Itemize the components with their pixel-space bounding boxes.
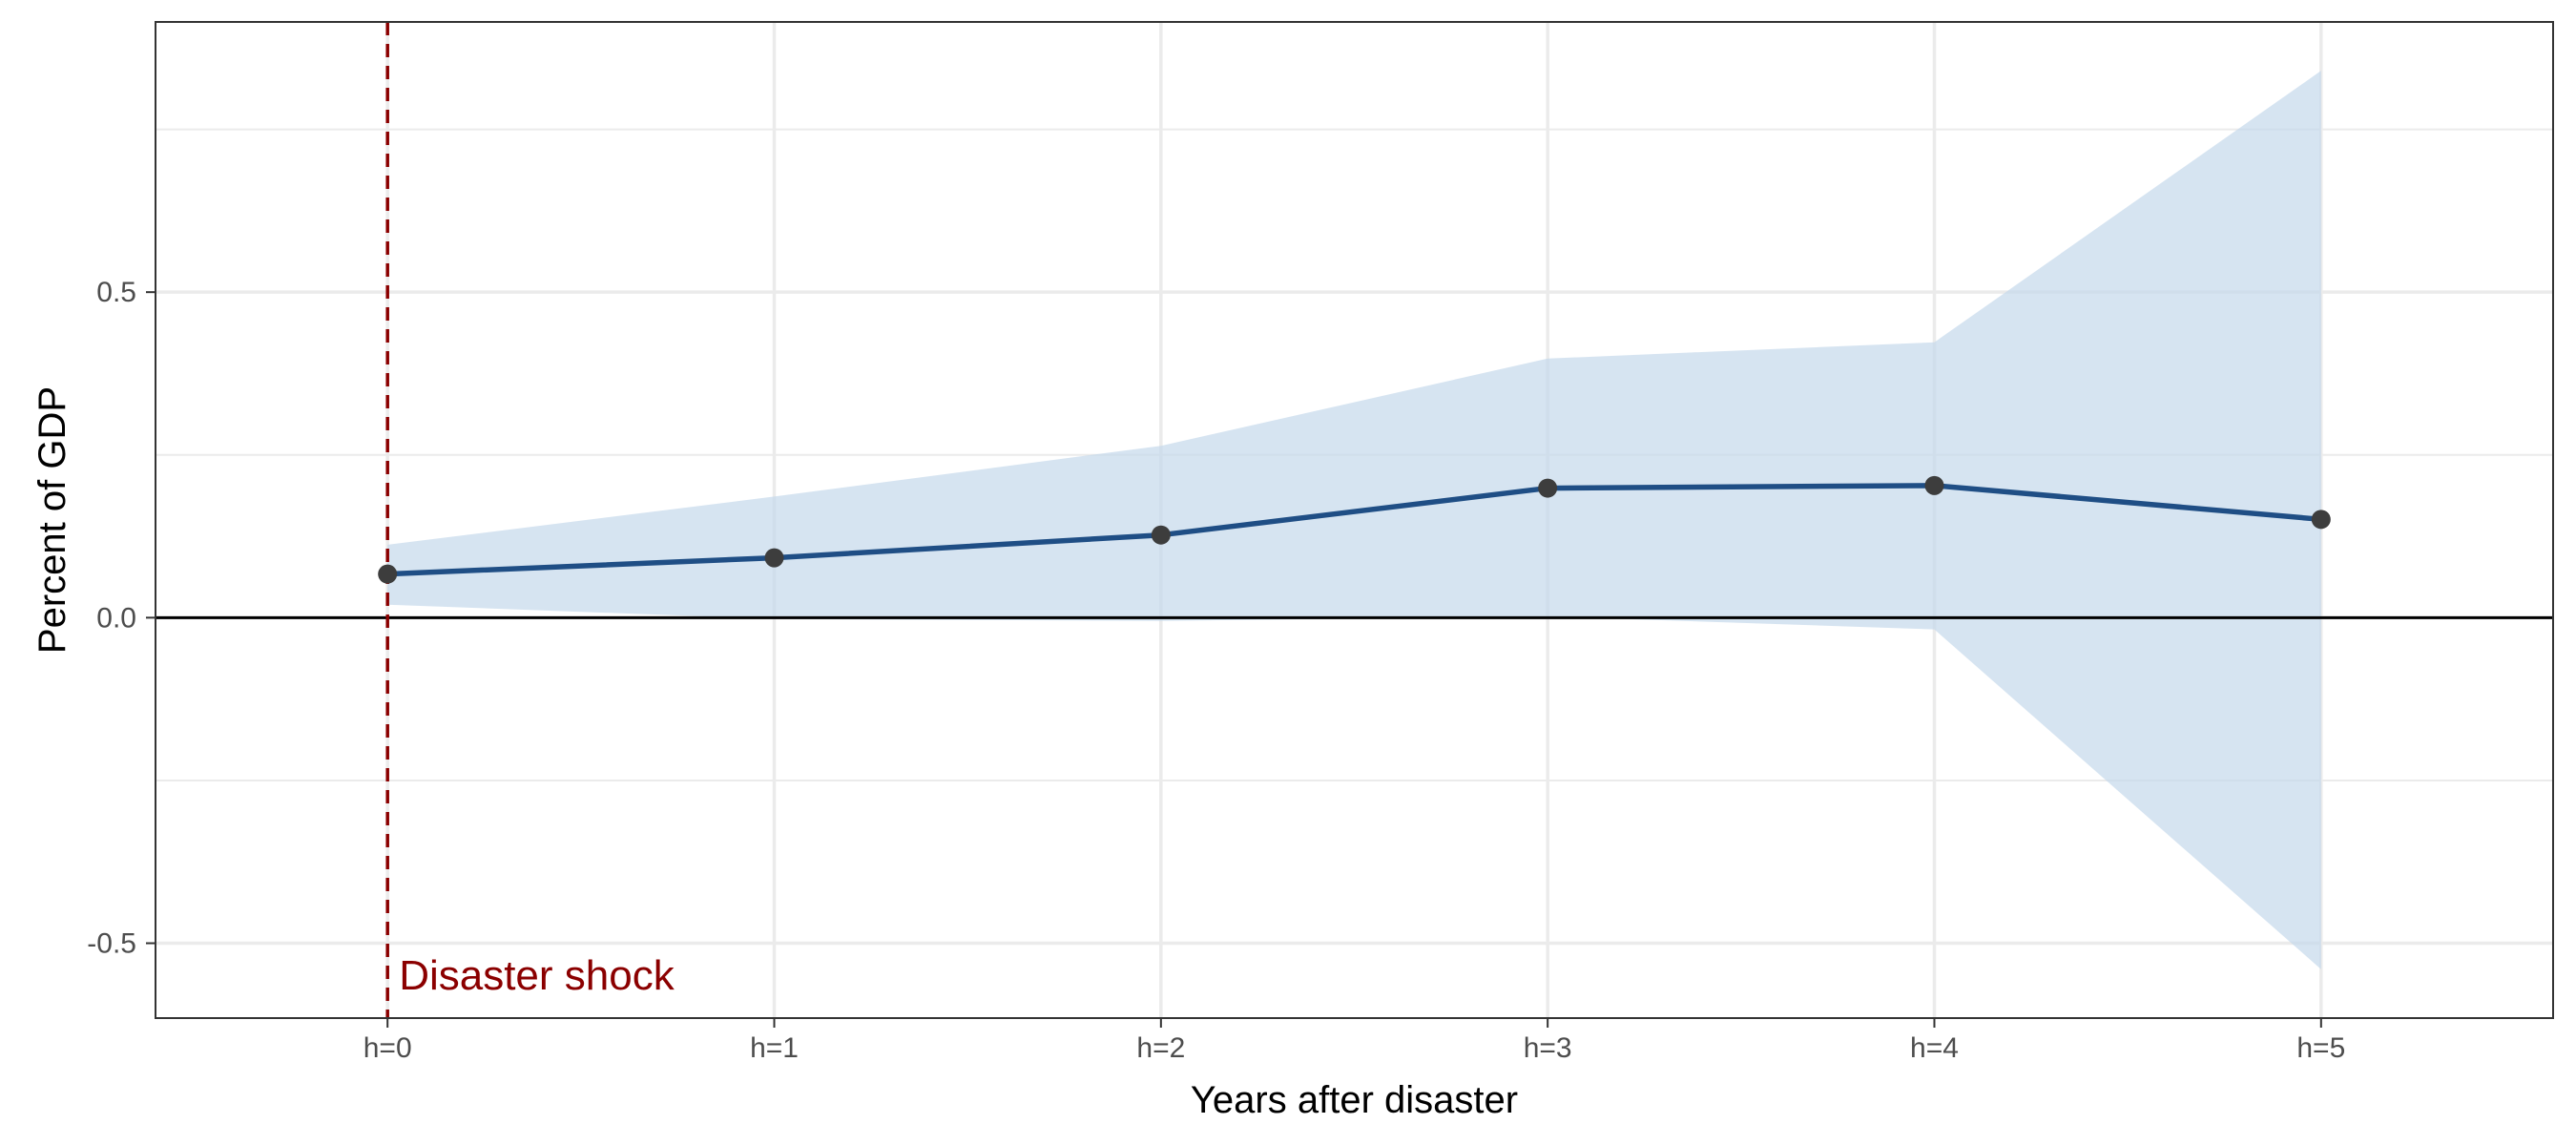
y-tick-label-1: 0.0 <box>96 602 136 634</box>
data-point-1 <box>764 548 784 568</box>
plot-border <box>155 21 2554 1019</box>
data-point-5 <box>2311 510 2331 530</box>
x-tick-label-5: h=5 <box>2296 1032 2345 1064</box>
series-layer <box>378 475 2331 584</box>
data-point-0 <box>378 564 398 584</box>
data-point-3 <box>1538 478 1558 498</box>
x-tick-label-1: h=1 <box>750 1032 799 1064</box>
disaster-shock-annotation: Disaster shock <box>399 952 675 999</box>
confidence-band-layer <box>387 71 2321 969</box>
x-tick-label-3: h=3 <box>1524 1032 1572 1064</box>
axes: -0.5 0.0 0.5 h=0 h=1 h=2 h=3 h=4 h=5 <box>87 277 2345 1064</box>
y-tick-label-2: 0.5 <box>96 277 136 308</box>
data-point-2 <box>1151 525 1171 545</box>
reference-lines <box>156 22 2553 1018</box>
x-tick-label-4: h=4 <box>1910 1032 1959 1064</box>
y-tick-label-0: -0.5 <box>87 928 136 960</box>
data-point-4 <box>1924 475 1944 495</box>
x-tick-label-0: h=0 <box>364 1032 412 1064</box>
confidence-band <box>387 71 2321 969</box>
y-axis-title: Percent of GDP <box>31 386 73 654</box>
x-axis-title: Years after disaster <box>1191 1079 1518 1121</box>
x-tick-label-2: h=2 <box>1136 1032 1185 1064</box>
series-line <box>384 483 2324 577</box>
